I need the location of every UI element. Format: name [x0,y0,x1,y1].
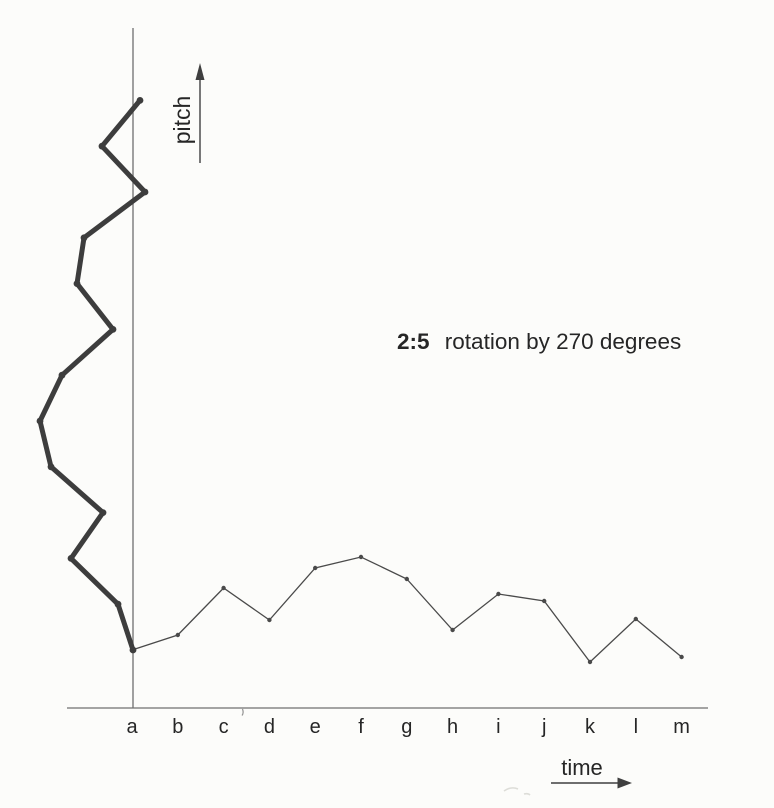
melody-point-marker [633,616,638,622]
x-tick-label: e [310,716,321,738]
melody-point-marker [404,576,409,582]
rotated-melody-point-marker [114,600,122,608]
rotated-melody-point-marker [58,371,66,379]
caption-description: rotation by 270 degrees [445,329,681,354]
rotated-melody-point-marker [73,280,81,287]
rotated-melody-point-marker [99,509,107,516]
x-tick-label: b [172,716,183,738]
melody-point-marker [450,627,455,633]
x-tick-label: i [496,716,500,738]
rotated-melody-point-marker [141,188,149,196]
rotated-melody-point-marker [36,417,44,425]
stray-tick-mark [241,708,244,716]
rotated-melody-point-marker [98,142,106,150]
x-tick-label: m [673,716,690,738]
x-tick-label: j [541,716,546,738]
x-tick-label: c [219,716,229,738]
caption-ratio-label: 2:5 [397,329,430,354]
x-tick-label: h [447,716,458,738]
rotated-melody-point-marker [67,555,75,562]
x-tick-label: a [126,716,138,738]
melody-point-marker [542,598,547,604]
melody-line-group [129,554,684,665]
scan-artifact [503,787,531,796]
rotated-melody-point-marker [47,463,55,471]
rotated-melody-point-marker [109,326,117,333]
pitch-arrow-head-icon [195,63,205,80]
pitch-axis-label: pitch [169,96,195,145]
time-arrow-head-icon [617,777,632,789]
rotated-melody-line-group [36,97,149,654]
melody-line [131,556,683,663]
rotated-melody-line [37,97,148,653]
x-tick-label: d [264,716,275,738]
figure-caption: 2:5 rotation by 270 degrees [397,329,681,354]
x-tick-label: k [585,716,596,738]
time-axis-annotation: time [551,755,632,789]
x-tick-labels: a b c d e f g h i j k l m [126,716,689,738]
melody-point-marker [587,659,593,665]
melody-point-marker [221,585,226,591]
x-tick-label: g [401,716,412,738]
melody-point-marker [313,565,318,571]
x-tick-label: l [634,716,638,738]
rotated-melody-point-marker [136,97,144,104]
time-axis-label: time [561,755,603,780]
melody-point-marker [496,591,501,597]
melody-point-marker [175,632,180,638]
melody-point-marker [358,554,364,560]
rotated-melody-point-marker [80,234,88,242]
x-tick-label: f [358,716,364,738]
melody-point-marker [267,617,272,623]
rotated-melody-point-marker [129,646,137,654]
melody-point-marker [679,654,684,660]
pitch-axis-annotation: pitch [169,63,205,163]
